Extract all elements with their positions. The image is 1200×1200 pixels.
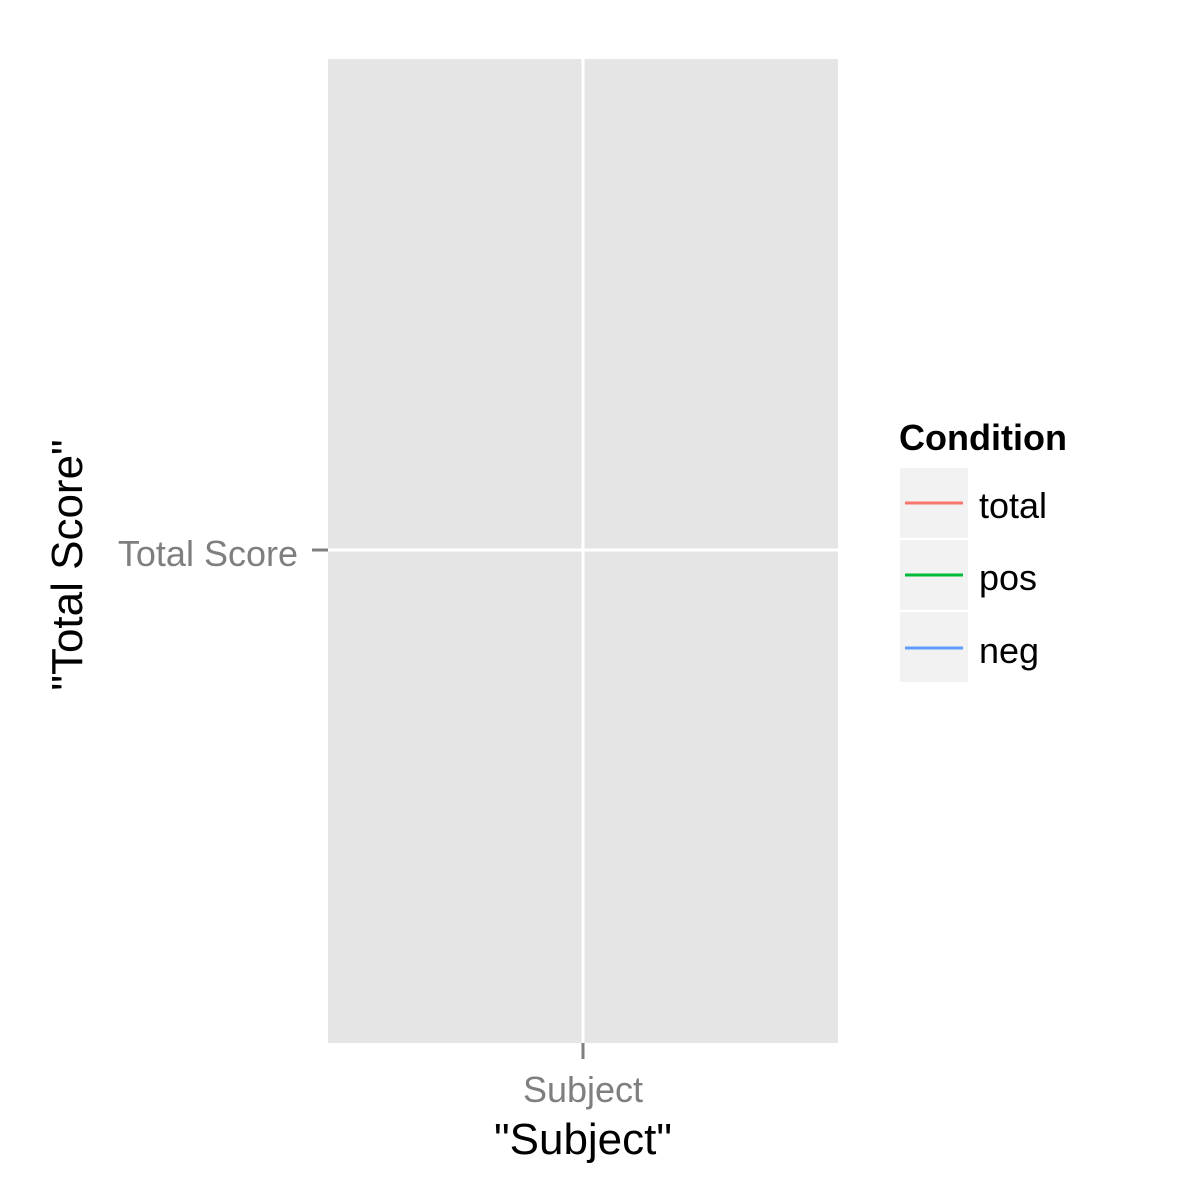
legend-item-total: total (900, 468, 1047, 538)
legend-item-neg: neg (900, 612, 1039, 682)
legend-title: Condition (899, 417, 1067, 458)
legend-label-pos: pos (979, 557, 1037, 598)
y-axis-title: "Total Score" (43, 439, 92, 690)
legend-label-total: total (979, 485, 1047, 526)
legend-label-neg: neg (979, 630, 1039, 671)
legend: Condition total pos neg (899, 417, 1067, 682)
legend-item-pos: pos (900, 540, 1037, 610)
x-axis-title: "Subject" (494, 1115, 672, 1164)
x-tick-label-subject: Subject (523, 1069, 643, 1110)
y-tick-label-total-score: Total Score (118, 533, 298, 574)
